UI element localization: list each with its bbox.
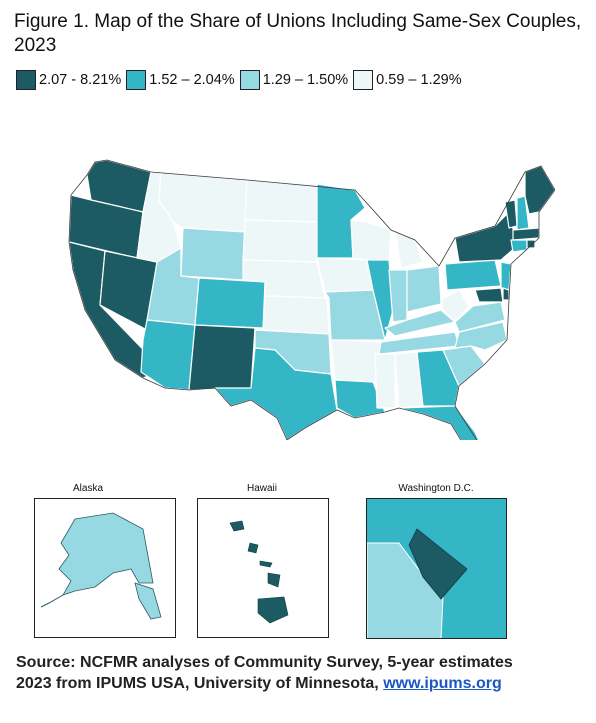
state-new-mexico [188, 324, 256, 391]
alaska-map [40, 512, 162, 620]
legend-item-medium: 1.52 – 2.04% [126, 70, 235, 90]
hawaii-map [229, 520, 289, 624]
inset-hawaii [197, 498, 329, 638]
legend-item-lightest: 0.59 – 1.29% [353, 70, 462, 90]
source-line-1: Source: NCFMR analyses of Community Surv… [16, 654, 513, 671]
state-michigan [394, 229, 424, 269]
state-virginia [454, 301, 506, 333]
state-kansas [262, 295, 330, 335]
state-north-dakota [244, 179, 318, 223]
island-maui [267, 572, 281, 588]
island-oahu [247, 542, 259, 554]
island-hawaii [257, 596, 289, 624]
island-kauai [229, 520, 245, 532]
us-map [68, 159, 555, 440]
island-molokai [259, 560, 273, 568]
inset-alaska [34, 498, 176, 638]
state-maryland [474, 287, 504, 303]
legend-label: 1.52 – 2.04% [149, 72, 235, 88]
inset-label-dc: Washington D.C. [398, 483, 474, 494]
legend-item-light: 1.29 – 1.50% [239, 70, 349, 90]
state-arizona [140, 319, 196, 391]
state-colorado [194, 277, 266, 329]
state-wyoming [180, 227, 246, 281]
figure-title: Figure 1. Map of the Share of Unions Inc… [14, 11, 582, 56]
aleutian-islands [40, 594, 64, 608]
state-massachusetts [512, 227, 540, 241]
state-rhode-island [526, 239, 536, 249]
legend-swatch [126, 70, 147, 90]
legend-label: 2.07 - 8.21% [39, 72, 122, 88]
state-connecticut [510, 239, 528, 253]
legend-swatch [16, 70, 36, 90]
legend-label: 0.59 – 1.29% [376, 72, 462, 88]
ipums-link[interactable]: www.ipums.org [383, 675, 502, 692]
state-ohio [406, 265, 442, 313]
state-missouri [324, 289, 386, 341]
state-north-carolina [454, 321, 508, 351]
legend-swatch [239, 70, 260, 90]
state-iowa [316, 257, 374, 293]
inset-label-alaska: Alaska [72, 483, 103, 494]
state-maine [524, 165, 555, 215]
state-alaska [58, 512, 154, 596]
state-west-virginia [440, 289, 470, 323]
state-south-dakota [242, 219, 318, 263]
legend: 2.07 - 8.21% 1.52 – 2.04% 1.29 – 1.50% 0… [16, 70, 467, 90]
state-delaware [502, 287, 510, 301]
inset-washington-dc [366, 498, 507, 639]
state-new-hampshire [516, 195, 530, 231]
source-note: Source: NCFMR analyses of Community Surv… [16, 652, 513, 694]
dc-map [367, 499, 506, 638]
legend-item-dark: 2.07 - 8.21% [16, 70, 121, 90]
source-line-2-text: 2023 from IPUMS USA, University of Minne… [16, 675, 384, 692]
state-wisconsin [350, 219, 392, 261]
legend-label: 1.29 – 1.50% [262, 72, 349, 88]
state-mississippi [374, 353, 396, 409]
us-outline [68, 159, 555, 440]
state-illinois [366, 259, 394, 341]
state-kentucky [384, 309, 456, 337]
state-arkansas [330, 339, 382, 383]
inset-label-hawaii: Hawaii [246, 483, 277, 494]
state-pennsylvania [444, 259, 502, 291]
district-of-columbia [408, 528, 468, 600]
legend-swatch [353, 70, 374, 90]
alaska-panhandle [134, 582, 162, 620]
source-line-2: 2023 from IPUMS USA, University of Minne… [16, 673, 513, 694]
